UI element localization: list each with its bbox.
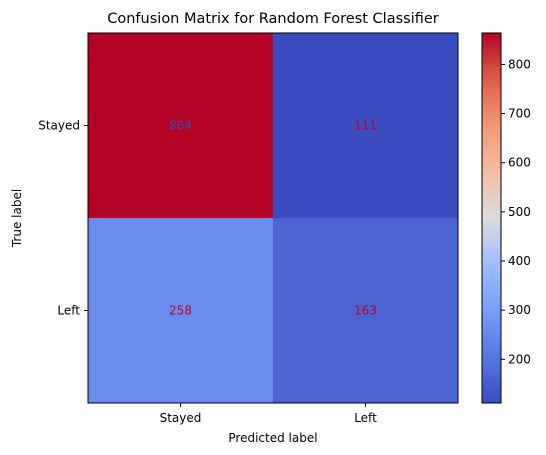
colorbar-tick-label: 600 bbox=[508, 156, 531, 170]
colorbar-ticks: 200 300 400 500 600 700 800 bbox=[501, 57, 531, 366]
heatmap-cell bbox=[88, 218, 274, 404]
cell-value-label: 864 bbox=[169, 119, 192, 133]
cell-value-labels: 864 111 258 163 bbox=[169, 119, 377, 318]
chart-title: Confusion Matrix for Random Forest Class… bbox=[107, 11, 439, 27]
y-tick-label: Left bbox=[57, 304, 80, 318]
cell-value-label: 258 bbox=[169, 304, 192, 318]
y-axis-ticks: Stayed Left bbox=[38, 119, 88, 318]
cell-value-label: 163 bbox=[354, 304, 377, 318]
heatmap-cell bbox=[273, 218, 459, 404]
y-tick-label: Stayed bbox=[38, 119, 80, 133]
heatmap-cell bbox=[88, 33, 274, 219]
colorbar-tick-label: 800 bbox=[508, 57, 531, 71]
cell-value-label: 111 bbox=[354, 119, 377, 133]
x-axis-label: Predicted label bbox=[228, 431, 317, 445]
heatmap-cells bbox=[88, 33, 459, 404]
colorbar-tick-label: 300 bbox=[508, 303, 531, 317]
colorbar-tick-label: 500 bbox=[508, 205, 531, 219]
y-axis-label: True label bbox=[10, 189, 24, 248]
colorbar-tick-label: 700 bbox=[508, 107, 531, 121]
x-tick-label: Stayed bbox=[160, 411, 202, 425]
x-axis-ticks: Stayed Left bbox=[160, 403, 377, 425]
colorbar bbox=[481, 32, 502, 404]
colorbar-tick-label: 200 bbox=[508, 352, 531, 366]
heatmap-cell bbox=[273, 33, 459, 219]
x-tick-label: Left bbox=[354, 411, 377, 425]
plot-frame bbox=[87, 32, 459, 404]
colorbar-tick-label: 400 bbox=[508, 254, 531, 268]
